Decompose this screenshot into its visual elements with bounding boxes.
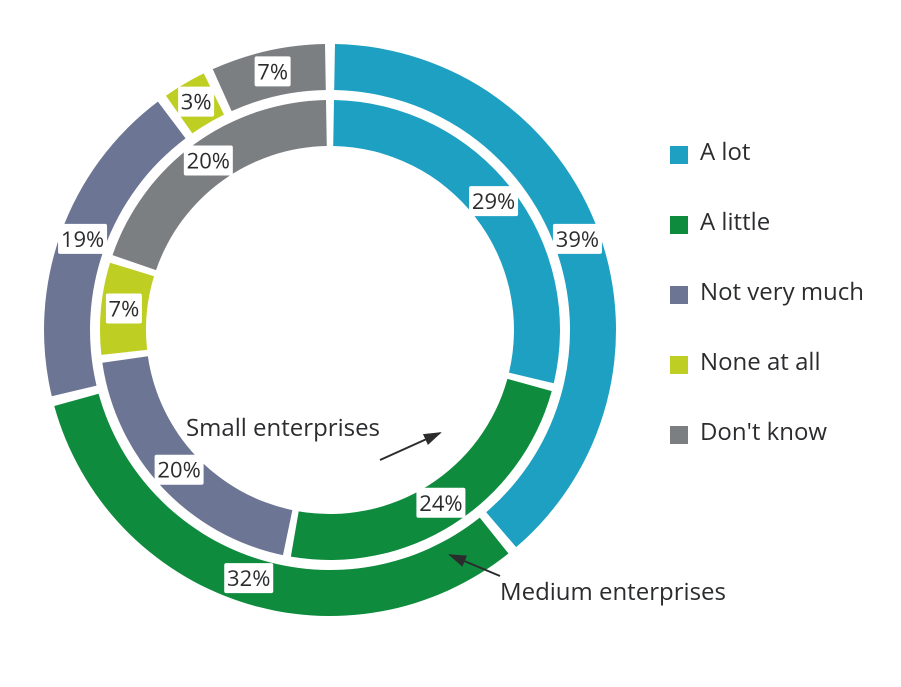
slice-label-1-0: 39% [556, 224, 599, 254]
legend-swatch-0 [670, 146, 688, 164]
ring-title-0: Small enterprises [186, 411, 380, 444]
legend-label-2: Not very much [700, 275, 864, 308]
legend-label-3: None at all [700, 345, 821, 378]
legend: A lot A little Not very much None at all Don… [670, 135, 864, 448]
slice-label-1-1: 32% [227, 563, 270, 593]
donut-chart [44, 44, 616, 616]
slice-label-0-1: 24% [419, 488, 462, 518]
legend-label-0: A lot [700, 135, 750, 168]
legend-swatch-2 [670, 286, 688, 304]
slice-label-0-2: 20% [157, 455, 200, 485]
slice-label-1-4: 7% [257, 56, 288, 86]
slice-label-0-0: 29% [472, 186, 515, 216]
legend-swatch-3 [670, 356, 688, 374]
legend-swatch-4 [670, 426, 688, 444]
slice-label-0-4: 20% [187, 146, 230, 176]
arrow-0 [380, 433, 440, 460]
slice-label-0-3: 7% [109, 294, 140, 324]
legend-label-4: Don't know [700, 415, 827, 448]
slice-label-1-2: 19% [61, 224, 104, 254]
slice-label-1-3: 3% [181, 87, 212, 117]
legend-label-1: A little [700, 205, 770, 238]
legend-swatch-1 [670, 216, 688, 234]
ring-title-1: Medium enterprises [500, 575, 726, 608]
